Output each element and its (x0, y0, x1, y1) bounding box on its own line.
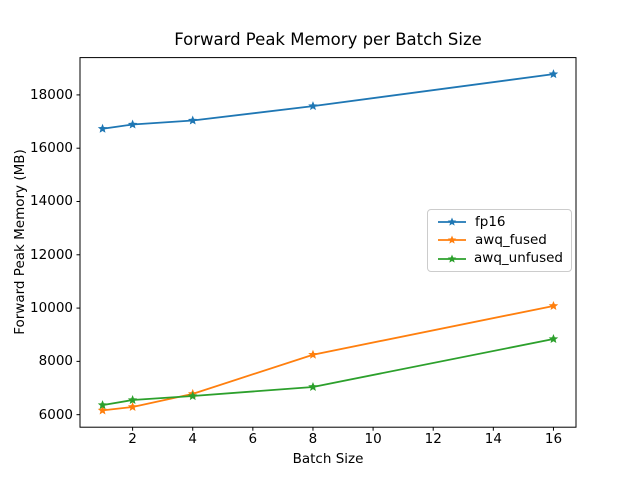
legend-line-sample-awq_unfused (438, 254, 466, 263)
legend-label: awq_fused (475, 231, 547, 248)
series-line-fp16 (101, 73, 555, 130)
x-tick-label: 16 (544, 431, 563, 447)
series-line-awq_fused (101, 305, 555, 412)
data-point-awq_unfused (308, 381, 318, 392)
y-tick-label: 18000 (30, 86, 73, 103)
x-tick-label: 10 (364, 431, 382, 447)
y-tick-label: 8000 (38, 353, 73, 370)
data-point-awq_fused (548, 300, 559, 310)
legend-item-awq_unfused: awq_unfused (437, 250, 563, 268)
legend-star-marker (447, 217, 457, 226)
data-point-awq_fused (97, 405, 108, 415)
legend-item-fp16: fp16 (437, 213, 563, 231)
data-point-fp16 (127, 119, 138, 129)
data-point-awq_unfused (548, 334, 559, 344)
data-point-awq_unfused (127, 395, 138, 405)
legend-line-sample-fp16 (438, 217, 466, 226)
chart-title: Forward Peak Memory per Batch Size (174, 30, 482, 49)
legend-star-marker (447, 254, 457, 263)
series-line-awq_unfused (101, 338, 555, 406)
legend-line-sample-awq_fused (438, 235, 466, 245)
y-tick-label: 14000 (30, 193, 73, 210)
data-point-fp16 (308, 101, 318, 111)
x-tick-label: 12 (424, 431, 442, 447)
y-tick-label: 12000 (30, 246, 73, 263)
x-tick-label: 6 (248, 431, 258, 447)
legend: fp16 awq_fused awq_unfused (427, 209, 572, 272)
data-point-fp16 (548, 69, 559, 79)
y-tick-label: 16000 (30, 140, 73, 157)
legend-star-marker (447, 235, 457, 245)
y-tick-label: 10000 (30, 300, 73, 317)
x-axis-label: Batch Size (292, 451, 364, 467)
data-point-fp16 (187, 115, 198, 125)
data-point-awq_unfused (187, 391, 198, 401)
legend-label: fp16 (475, 213, 506, 230)
x-tick-label: 4 (188, 431, 198, 447)
x-tick-label: 14 (484, 431, 502, 447)
data-point-awq_fused (308, 349, 318, 359)
data-point-awq_unfused (97, 400, 108, 410)
y-tick-label: 6000 (38, 406, 73, 423)
legend-item-awq_fused: awq_fused (437, 231, 563, 249)
plot-border (79, 57, 577, 428)
data-point-fp16 (97, 123, 108, 133)
legend-label: awq_unfused (474, 250, 563, 267)
x-tick-label: 8 (308, 431, 318, 447)
x-tick-label: 2 (128, 431, 137, 447)
data-point-awq_fused (127, 401, 138, 411)
